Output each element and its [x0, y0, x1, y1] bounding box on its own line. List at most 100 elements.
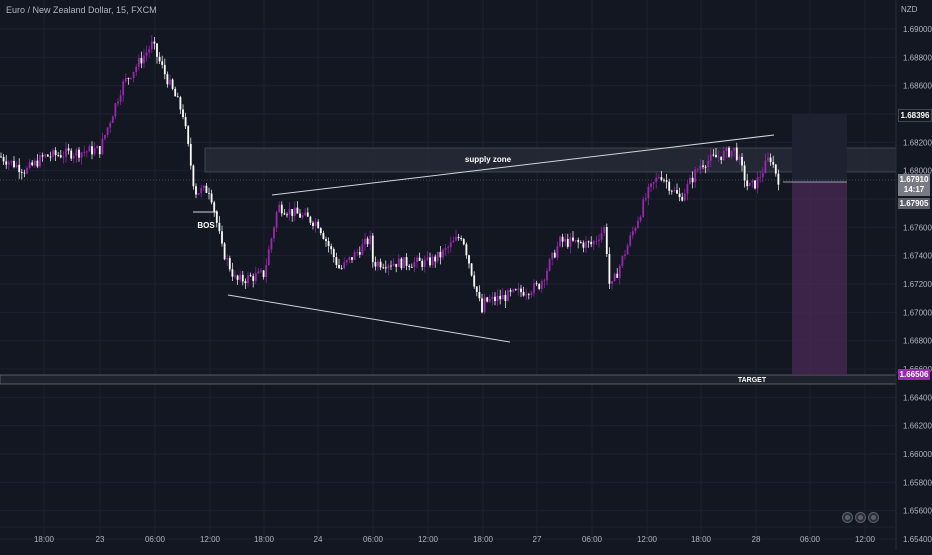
candle-body [39, 155, 41, 167]
candle-body [65, 148, 67, 157]
candle-body [754, 180, 756, 189]
time-tick-label: 12:00 [637, 535, 658, 544]
scroll-right-icon[interactable] [868, 512, 879, 523]
candle-body [23, 172, 26, 174]
candle-body [600, 232, 603, 240]
candle-body [400, 258, 403, 269]
candle-body [543, 280, 546, 282]
candle-body [728, 147, 730, 157]
candle-body [751, 180, 754, 183]
candle-body [613, 273, 616, 281]
candle-body [260, 270, 262, 272]
candle-body [499, 295, 502, 300]
candle-body [595, 240, 598, 242]
candle-body [208, 192, 210, 194]
candle-body [514, 289, 517, 291]
candle-body [15, 164, 18, 168]
current-price-badge: 1.67910 14:17 [898, 174, 930, 196]
price-tick-label: 1.68200 [903, 138, 932, 147]
candle-body [652, 181, 655, 184]
candle-body [293, 207, 296, 216]
price-tick-label: 1.66800 [903, 337, 932, 346]
candle-body [408, 265, 411, 268]
candle-body [234, 275, 236, 277]
candle-body [707, 160, 710, 168]
candle-body [2, 157, 5, 162]
candle-body [603, 226, 606, 233]
candle-body [772, 162, 775, 165]
candle-body [254, 273, 257, 281]
candle-body [774, 164, 777, 174]
candle-body [709, 154, 712, 161]
candle-body [5, 161, 8, 165]
candle-body [200, 188, 203, 194]
candle-body [517, 288, 520, 290]
upper-trendline [271, 134, 775, 196]
price-tick-label: 1.67200 [903, 280, 932, 289]
time-tick-label: 06:00 [363, 535, 384, 544]
candle-body [665, 180, 668, 182]
candle-body [241, 274, 244, 282]
time-tick-label: 12:00 [855, 535, 876, 544]
candle-body [148, 49, 151, 53]
candle-body [135, 66, 138, 72]
candle-body [150, 41, 153, 50]
candle-body [621, 255, 624, 266]
candle-body [551, 252, 554, 260]
price-tick-label: 1.67000 [903, 308, 932, 317]
candle-body [244, 281, 247, 284]
candle-body [429, 257, 431, 266]
candle-body [637, 220, 639, 228]
candle-body [7, 162, 10, 165]
candle-body [306, 212, 309, 217]
candle-body [288, 209, 291, 215]
target-label: TARGET [738, 377, 767, 384]
candle-body [91, 146, 93, 155]
candle-body [743, 165, 746, 181]
price-tick-label: 1.65600 [903, 507, 932, 516]
grid [0, 0, 896, 540]
candle-body [80, 152, 83, 158]
candle-body [174, 88, 177, 97]
candle-body [582, 242, 585, 248]
candle-body [431, 256, 434, 266]
candle-body [392, 263, 395, 266]
candle-body [696, 169, 699, 171]
price-tick-label: 1.69000 [903, 25, 932, 34]
candle-body [642, 199, 645, 217]
candle-body [410, 267, 413, 268]
candle-body [275, 212, 278, 228]
candle-body [20, 172, 23, 173]
candle-body [221, 231, 223, 244]
candle-body [590, 241, 593, 245]
candle-body [356, 251, 359, 253]
candle-body [683, 193, 686, 201]
candle-body [317, 221, 320, 229]
candle-body [31, 162, 34, 166]
candle-body [291, 209, 294, 216]
candle-body [746, 180, 749, 187]
candle-body [605, 226, 608, 254]
candle-body [663, 179, 665, 181]
candle-body [548, 259, 551, 271]
candle-body [322, 233, 325, 239]
candle-body [436, 251, 439, 262]
candle-body [504, 294, 507, 302]
candle-body [699, 165, 702, 170]
scroll-left-icon[interactable] [842, 512, 853, 523]
candle-body [215, 211, 218, 223]
candle-body [226, 258, 229, 260]
candle-body [223, 243, 226, 260]
candle-body [686, 183, 689, 194]
candle-body [358, 251, 361, 255]
current-price-value: 1.67910 [899, 175, 929, 184]
reset-icon[interactable] [855, 512, 866, 523]
candle-body [236, 275, 239, 280]
candle-body [273, 227, 275, 239]
candle-body [556, 246, 559, 258]
candle-body [301, 215, 304, 218]
candle-body [195, 186, 197, 195]
candle-body [374, 262, 377, 267]
time-tick-label: 06:00 [800, 535, 821, 544]
